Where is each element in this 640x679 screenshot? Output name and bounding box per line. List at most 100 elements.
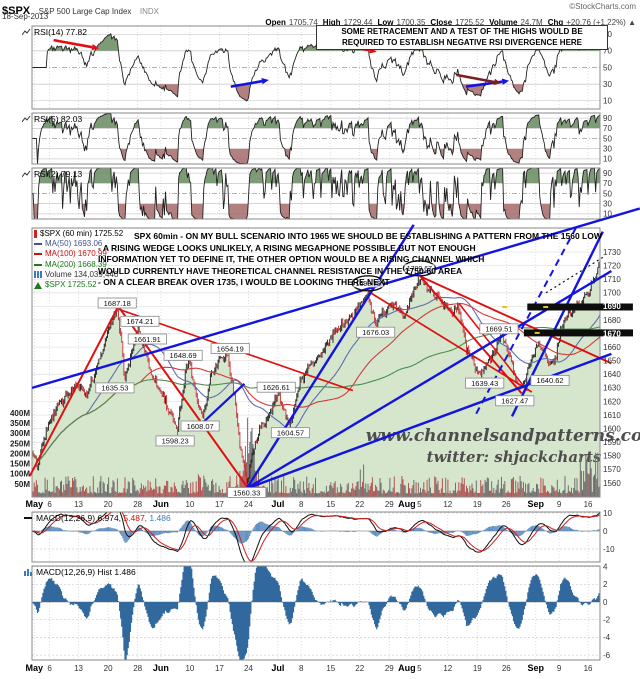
svg-text:Sep: Sep	[528, 499, 545, 509]
svg-text:10: 10	[603, 97, 612, 106]
svg-text:1690: 1690	[603, 302, 621, 311]
svg-text:May: May	[26, 499, 44, 509]
svg-text:1639.43: 1639.43	[471, 379, 498, 388]
svg-text:70: 70	[603, 179, 612, 188]
legend-text: $SPX 1725.52	[45, 279, 97, 289]
svg-text:9: 9	[557, 664, 562, 673]
bars-icon	[34, 271, 42, 279]
macd-label-part: 5.487,	[121, 513, 148, 523]
svg-text:1626.61: 1626.61	[263, 383, 290, 392]
legend-text: MA(50) 1693.06	[45, 239, 103, 249]
legend-row: MA(100) 1670.99	[34, 249, 123, 259]
svg-text:300M: 300M	[10, 429, 30, 438]
svg-text:12: 12	[443, 500, 452, 509]
svg-text:24: 24	[244, 664, 253, 673]
svg-text:26: 26	[502, 664, 511, 673]
svg-text:twitter: shjackcharts: twitter: shjackcharts	[427, 448, 602, 466]
svg-text:www.channelsandpatterns.com: www.channelsandpatterns.com	[366, 426, 640, 446]
svg-text:200M: 200M	[10, 449, 30, 458]
svg-text:29: 29	[385, 500, 394, 509]
svg-text:1674.21: 1674.21	[126, 317, 153, 326]
svg-text:13: 13	[74, 664, 83, 673]
legend-text: MA(200) 1668.39	[45, 259, 107, 269]
svg-text:50M: 50M	[14, 480, 30, 489]
macd-label-text: MACD(12,26,9) 6.974, 5.487, 1.486	[36, 513, 171, 523]
svg-text:400M: 400M	[10, 409, 30, 418]
svg-text:1710: 1710	[603, 275, 621, 284]
quote-value: 24.7M	[520, 18, 543, 27]
candle-icon	[34, 230, 37, 239]
chart-icon	[22, 28, 31, 36]
arrow-icon	[34, 281, 42, 289]
line-icon	[34, 263, 42, 266]
svg-text:Aug: Aug	[398, 663, 416, 673]
svg-text:9: 9	[557, 500, 562, 509]
svg-text:1600: 1600	[603, 424, 621, 433]
legend-text: $SPX (60 min) 1725.52	[40, 229, 124, 238]
svg-text:16: 16	[584, 500, 593, 509]
svg-text:1610: 1610	[603, 411, 621, 420]
symbol: $SPX	[2, 5, 31, 17]
svg-text:10: 10	[185, 500, 194, 509]
svg-text:30: 30	[603, 200, 612, 209]
header-line1: $SPX S&P 500 Large Cap Index INDX	[2, 1, 159, 19]
rsi5-label-text: RSI(5) 82.03	[34, 114, 83, 124]
svg-text:1620: 1620	[603, 397, 621, 406]
line-icon	[34, 253, 42, 256]
line-icon	[34, 243, 42, 246]
svg-text:17: 17	[215, 664, 224, 673]
svg-text:350M: 350M	[10, 419, 30, 428]
svg-text:50: 50	[603, 189, 612, 198]
svg-text:28: 28	[133, 500, 142, 509]
chart-date: 18-Sep-2013	[2, 12, 49, 21]
symbol-description: S&P 500 Large Cap Index	[38, 7, 132, 16]
svg-text:22: 22	[355, 664, 364, 673]
svg-text:1640: 1640	[603, 370, 621, 379]
exchange: INDX	[139, 7, 159, 16]
main-legend: $SPX (60 min) 1725.52 MA(50) 1693.06 MA(10…	[34, 229, 123, 290]
svg-text:1700: 1700	[603, 289, 621, 298]
svg-text:1640.62: 1640.62	[536, 376, 563, 385]
quote-value: 1725.52	[455, 18, 485, 27]
svg-text:-6: -6	[603, 651, 611, 660]
svg-text:10: 10	[603, 509, 612, 518]
svg-text:1687.18: 1687.18	[104, 299, 131, 308]
svg-text:1669.51: 1669.51	[485, 325, 512, 334]
svg-text:26: 26	[502, 500, 511, 509]
chart-icon	[22, 170, 31, 178]
svg-text:90: 90	[603, 114, 612, 123]
svg-text:8: 8	[299, 500, 304, 509]
svg-text:10: 10	[185, 664, 194, 673]
rsi14-panel-label: RSI(14) 77.82	[22, 27, 87, 37]
svg-text:250M: 250M	[10, 439, 30, 448]
svg-text:20: 20	[104, 500, 113, 509]
svg-text:1660: 1660	[603, 343, 621, 352]
svg-text:1590: 1590	[603, 438, 621, 447]
svg-text:1709.67: 1709.67	[407, 266, 432, 273]
rsi14-label-text: RSI(14) 77.82	[34, 27, 87, 37]
svg-text:6: 6	[47, 664, 52, 673]
source-credit: ©StockCharts.com	[569, 2, 636, 11]
rsi-annotation-line2: REQUIRED TO ESTABLISH NEGATIVE RSI DIVER…	[341, 37, 583, 47]
annotation-line: SPX 60min - ON MY BULL SCENARIO INTO 196…	[134, 231, 602, 241]
svg-text:4: 4	[603, 562, 608, 571]
svg-text:1680: 1680	[603, 316, 621, 325]
svg-text:Jul: Jul	[271, 663, 284, 673]
quote-label: Low	[377, 18, 394, 27]
svg-text:Jun: Jun	[153, 499, 169, 509]
svg-text:13: 13	[74, 500, 83, 509]
svg-text:0: 0	[603, 527, 608, 536]
svg-text:Aug: Aug	[398, 499, 416, 509]
legend-row: MA(50) 1693.06	[34, 239, 123, 249]
svg-text:1654.19: 1654.19	[217, 344, 244, 353]
svg-text:1720: 1720	[603, 261, 621, 270]
annotation-line: INFORMATION YET TO DEFINE IT, THE OTHER …	[98, 254, 485, 265]
svg-text:-4: -4	[603, 633, 611, 642]
svg-text:19: 19	[473, 664, 482, 673]
chart-icon	[22, 115, 31, 123]
line-icon	[24, 517, 32, 519]
svg-text:30: 30	[603, 145, 612, 154]
svg-text:70: 70	[603, 47, 612, 56]
legend-row: Volume 134,039,440	[34, 270, 123, 280]
